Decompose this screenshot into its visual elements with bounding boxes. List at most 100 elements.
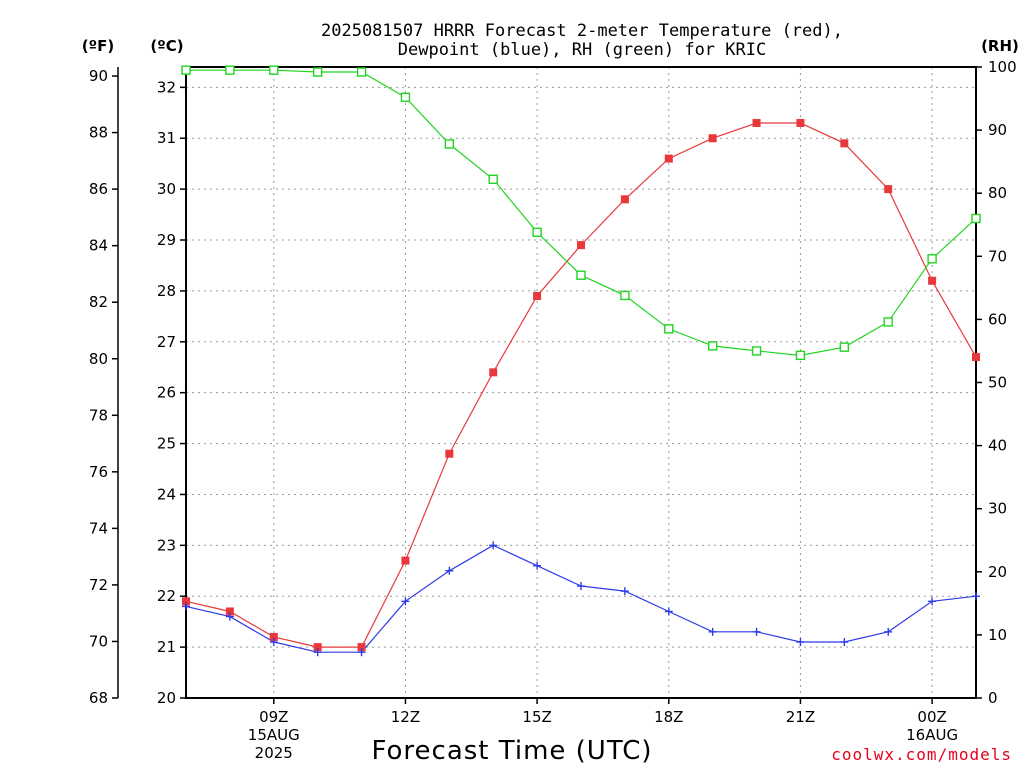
x-tick-label: 21Z xyxy=(786,708,815,726)
dewpoint-point xyxy=(313,648,322,657)
chart-axes: 68 70 72 74 76 78 80 82 84 86 88 90 20 21 22 23 24 25 26 27… xyxy=(89,58,1017,762)
x-tick-label: 2025 xyxy=(255,744,293,762)
x-tick-label: 15AUG xyxy=(248,726,300,744)
dewpoint-point xyxy=(269,638,278,647)
rh-tick-label: 0 xyxy=(988,689,998,707)
celsius-tick-label: 20 xyxy=(157,689,176,707)
celsius-tick-label: 23 xyxy=(157,536,176,554)
grid-lines xyxy=(186,67,976,698)
temperature-point xyxy=(533,291,542,300)
rh-point xyxy=(181,65,191,75)
fahrenheit-tick-label: 70 xyxy=(89,632,108,650)
dewpoint-point xyxy=(752,627,761,636)
dewpoint-point xyxy=(664,607,673,616)
rh-point xyxy=(751,346,762,356)
dewpoint-point xyxy=(884,627,893,636)
x-tick-label: 15Z xyxy=(522,708,551,726)
fahrenheit-tick-label: 82 xyxy=(89,293,108,311)
rh-point xyxy=(795,350,806,361)
dewpoint-point xyxy=(182,602,190,611)
temperature-point xyxy=(840,139,849,148)
celsius-tick-label: 28 xyxy=(157,282,176,300)
rh-tick-label: 10 xyxy=(988,626,1007,644)
temperature-point xyxy=(884,185,893,194)
dewpoint-point xyxy=(357,648,366,657)
fahrenheit-tick-label: 68 xyxy=(89,689,108,707)
fahrenheit-tick-label: 84 xyxy=(89,237,108,255)
temperature-point xyxy=(664,154,673,163)
fahrenheit-axis-unit: (ºF) xyxy=(82,37,114,55)
rh-tick-label: 50 xyxy=(988,374,1007,392)
temperature-point xyxy=(269,632,278,641)
temperature-point xyxy=(401,556,410,565)
rh-tick-label: 80 xyxy=(988,184,1007,202)
rh-tick-label: 70 xyxy=(988,247,1007,265)
temperature-point xyxy=(313,643,322,652)
celsius-tick-label: 22 xyxy=(157,587,176,605)
chart-title-line1: 2025081507 HRRR Forecast 2-meter Tempera… xyxy=(321,21,843,41)
rh-point xyxy=(664,324,674,334)
dewpoint-point xyxy=(796,638,805,647)
x-tick-label: 16AUG xyxy=(906,726,958,744)
dewpoint-point xyxy=(577,582,585,591)
rh-point xyxy=(356,67,367,77)
fahrenheit-tick-label: 86 xyxy=(89,180,108,198)
fahrenheit-tick-label: 80 xyxy=(89,350,108,368)
rh-point xyxy=(444,139,455,149)
rh-tick-label: 60 xyxy=(988,310,1007,328)
temperature-point xyxy=(972,353,980,362)
x-tick-label: 00Z xyxy=(917,708,946,726)
dewpoint-point xyxy=(708,627,717,636)
rh-point xyxy=(707,341,718,351)
rh-point xyxy=(883,317,893,327)
rh-tick-label: 40 xyxy=(988,437,1007,455)
temperature-point xyxy=(182,597,190,606)
fahrenheit-tick-label: 78 xyxy=(89,406,108,424)
temperature-point xyxy=(225,607,234,616)
rh-tick-label: 20 xyxy=(988,563,1007,581)
celsius-tick-label: 31 xyxy=(157,129,176,147)
rh-point xyxy=(400,92,411,102)
dewpoint-point xyxy=(840,638,849,647)
celsius-axis-unit: (ºC) xyxy=(150,37,183,55)
celsius-tick-label: 26 xyxy=(157,384,176,402)
dewpoint-point xyxy=(533,561,542,570)
fahrenheit-tick-label: 72 xyxy=(89,576,108,594)
dewpoint-point xyxy=(445,566,454,575)
rh-point xyxy=(971,213,981,224)
rh-point xyxy=(576,270,586,280)
celsius-tick-label: 32 xyxy=(157,78,176,96)
temperature-point xyxy=(577,241,585,250)
rh-point xyxy=(839,342,850,352)
dewpoint-point xyxy=(620,587,629,596)
celsius-tick-label: 30 xyxy=(157,180,176,198)
temperature-point xyxy=(796,118,805,127)
x-tick-label: 18Z xyxy=(654,708,683,726)
rh-point xyxy=(927,254,937,264)
marker-layer xyxy=(181,65,981,657)
temperature-point xyxy=(357,643,366,652)
x-tick-label: 09Z xyxy=(259,708,288,726)
dewpoint-point xyxy=(972,592,980,601)
dewpoint-point xyxy=(489,541,498,550)
rh-point xyxy=(225,65,235,75)
temperature-line xyxy=(185,122,977,648)
x-tick-label: 12Z xyxy=(391,708,420,726)
temperature-point xyxy=(708,134,717,143)
dewpoint-point xyxy=(401,597,410,606)
rh-point xyxy=(532,227,542,238)
rh-line xyxy=(186,69,977,357)
temperature-point xyxy=(445,449,454,458)
celsius-tick-label: 21 xyxy=(157,638,176,656)
temperature-point xyxy=(752,118,761,127)
rh-point xyxy=(312,67,323,77)
rh-axis-unit: (RH) xyxy=(981,37,1019,55)
celsius-tick-label: 27 xyxy=(157,333,176,351)
chart-title-line2: Dewpoint (blue), RH (green) for KRIC xyxy=(398,40,766,60)
temperature-point xyxy=(620,195,629,204)
rh-point xyxy=(620,290,630,301)
dewpoint-point xyxy=(225,612,234,621)
fahrenheit-tick-label: 74 xyxy=(89,519,108,537)
celsius-tick-label: 24 xyxy=(157,485,176,503)
